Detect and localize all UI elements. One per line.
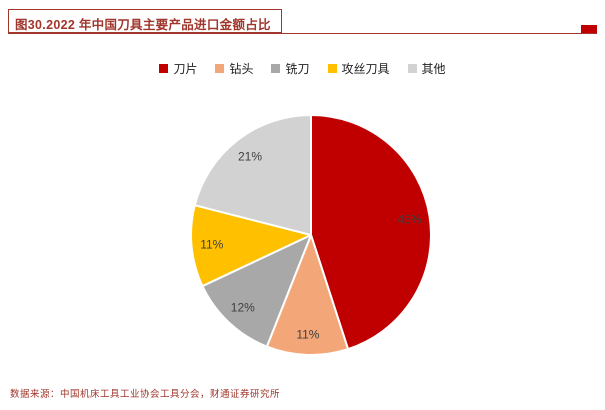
legend-swatch <box>215 64 225 73</box>
legend-label: 铣刀 <box>285 62 310 76</box>
legend-swatch <box>327 64 337 73</box>
pie-slice-label: 45% <box>397 212 421 226</box>
pie-slice-label: 12% <box>231 301 255 315</box>
figure-title: 图30.2022 年中国刀具主要产品进口金额占比 <box>15 18 271 32</box>
legend-item: 刀片 <box>159 60 197 77</box>
pie-slice-其他 <box>193 114 312 236</box>
legend-label: 其他 <box>421 62 446 76</box>
pie-slice-刀片 <box>310 114 433 351</box>
legend-item: 攻丝刀具 <box>327 60 390 77</box>
figure-title-bar: 图30.2022 年中国刀具主要产品进口金额占比 <box>8 9 597 34</box>
legend-item: 钻头 <box>215 60 253 77</box>
legend-swatch <box>159 64 169 73</box>
legend-label: 攻丝刀具 <box>341 62 390 76</box>
header-accent-mark <box>581 25 597 33</box>
legend-item: 铣刀 <box>271 60 310 77</box>
pie-slice-铣刀 <box>201 234 312 348</box>
figure-title-box: 图30.2022 年中国刀具主要产品进口金额占比 <box>8 9 282 33</box>
pie-slice-攻丝刀具 <box>190 204 312 288</box>
legend-item: 其他 <box>407 60 446 77</box>
pie-chart: 45% 11% 12% 11% 21% <box>186 110 436 360</box>
pie-slice-label: 11% <box>296 328 319 342</box>
chart-legend: 刀片 钻头 铣刀 攻丝刀具 其他 <box>0 60 605 77</box>
data-source-note: 数据来源：中国机床工具工业协会工具分会，财通证券研究所 <box>10 389 281 400</box>
legend-label: 钻头 <box>229 62 254 76</box>
pie-slice-label: 21% <box>238 149 262 163</box>
pie-slice-label: 11% <box>200 237 223 251</box>
legend-swatch <box>407 64 417 73</box>
legend-label: 刀片 <box>173 62 198 76</box>
pie-chart-svg: 45% 11% 12% 11% 21% <box>190 114 433 356</box>
legend-swatch <box>271 64 281 73</box>
pie-slice-钻头 <box>265 234 350 356</box>
